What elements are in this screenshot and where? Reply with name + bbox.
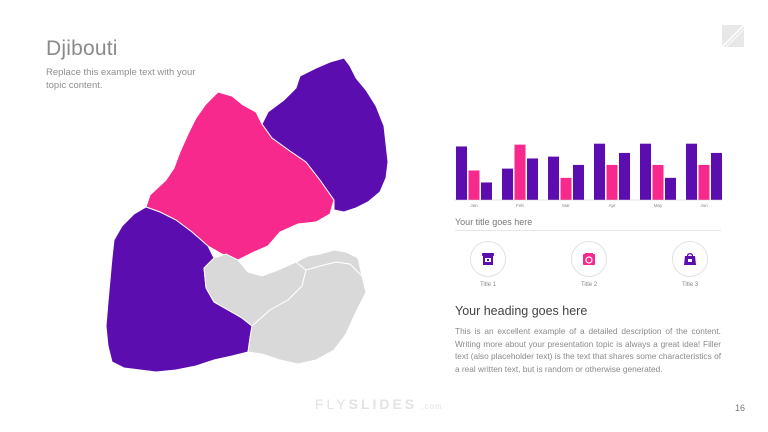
gift-box-icon <box>583 253 595 265</box>
slide-subtitle: Replace this example text with your topi… <box>46 67 196 91</box>
bar-apr-s2 <box>606 164 618 200</box>
icon-circle[interactable] <box>571 241 607 277</box>
content-heading: Your heading goes here <box>455 304 588 318</box>
chart-caption: Your title goes here <box>455 217 533 227</box>
x-tick-label: Mar <box>562 203 570 208</box>
page-number: 16 <box>735 403 746 413</box>
brand-part-3: .com <box>421 402 443 411</box>
icon-label: Title 1 <box>479 282 497 288</box>
icon-item-2[interactable]: Title 2 <box>559 241 619 288</box>
bar-jan-s1 <box>456 146 467 200</box>
x-tick-label: Apr <box>608 203 616 208</box>
x-tick-label: Feb <box>516 203 524 208</box>
bar-feb-s2 <box>514 144 526 200</box>
bar-jun-s2 <box>698 164 710 200</box>
bar-feb-s1 <box>502 168 513 200</box>
slide-title: Djibouti <box>46 37 118 60</box>
bar-mar-s2 <box>560 177 572 200</box>
brand-part-2: SLIDES <box>348 396 418 412</box>
map-region-ali-sabieh[interactable] <box>247 261 367 365</box>
x-tick-label: Jun <box>700 203 708 208</box>
bar-apr-s1 <box>594 143 605 200</box>
shopping-bag-icon <box>684 253 696 265</box>
brand-logo: FLYSLIDES .com <box>315 396 443 412</box>
map-region-obock[interactable] <box>261 57 389 213</box>
bar-may-s2 <box>652 164 664 200</box>
bar-may-s3 <box>665 177 676 200</box>
icon-label: Title 3 <box>681 282 699 288</box>
bar-chart: Jan Feb Mar Apr May Jun <box>454 143 722 208</box>
icon-circle[interactable] <box>672 241 708 277</box>
x-tick-label: May <box>654 203 663 208</box>
storefront-icon <box>482 253 494 265</box>
x-tick-label: Jan <box>470 203 478 208</box>
content-body: This is an excellent example of a detail… <box>455 326 721 375</box>
bar-mar-s3 <box>573 164 584 200</box>
bar-jun-s3 <box>711 152 722 200</box>
brand-part-1: FLY <box>315 396 349 412</box>
bar-apr-s3 <box>619 152 630 200</box>
bar-may-s1 <box>640 143 651 200</box>
bar-feb-s3 <box>527 158 538 200</box>
icon-item-1[interactable]: Title 1 <box>458 241 518 288</box>
icon-label: Title 2 <box>580 282 598 288</box>
bar-jun-s1 <box>686 143 697 200</box>
bar-mar-s1 <box>548 156 559 200</box>
bar-jan-s2 <box>468 170 480 200</box>
icon-circle[interactable] <box>470 241 506 277</box>
bar-jan-s3 <box>481 182 492 200</box>
map-region-djibouti-city[interactable] <box>295 249 363 278</box>
divider <box>455 230 721 231</box>
icon-item-3[interactable]: Title 3 <box>660 241 720 288</box>
corner-logo-icon <box>722 25 744 47</box>
